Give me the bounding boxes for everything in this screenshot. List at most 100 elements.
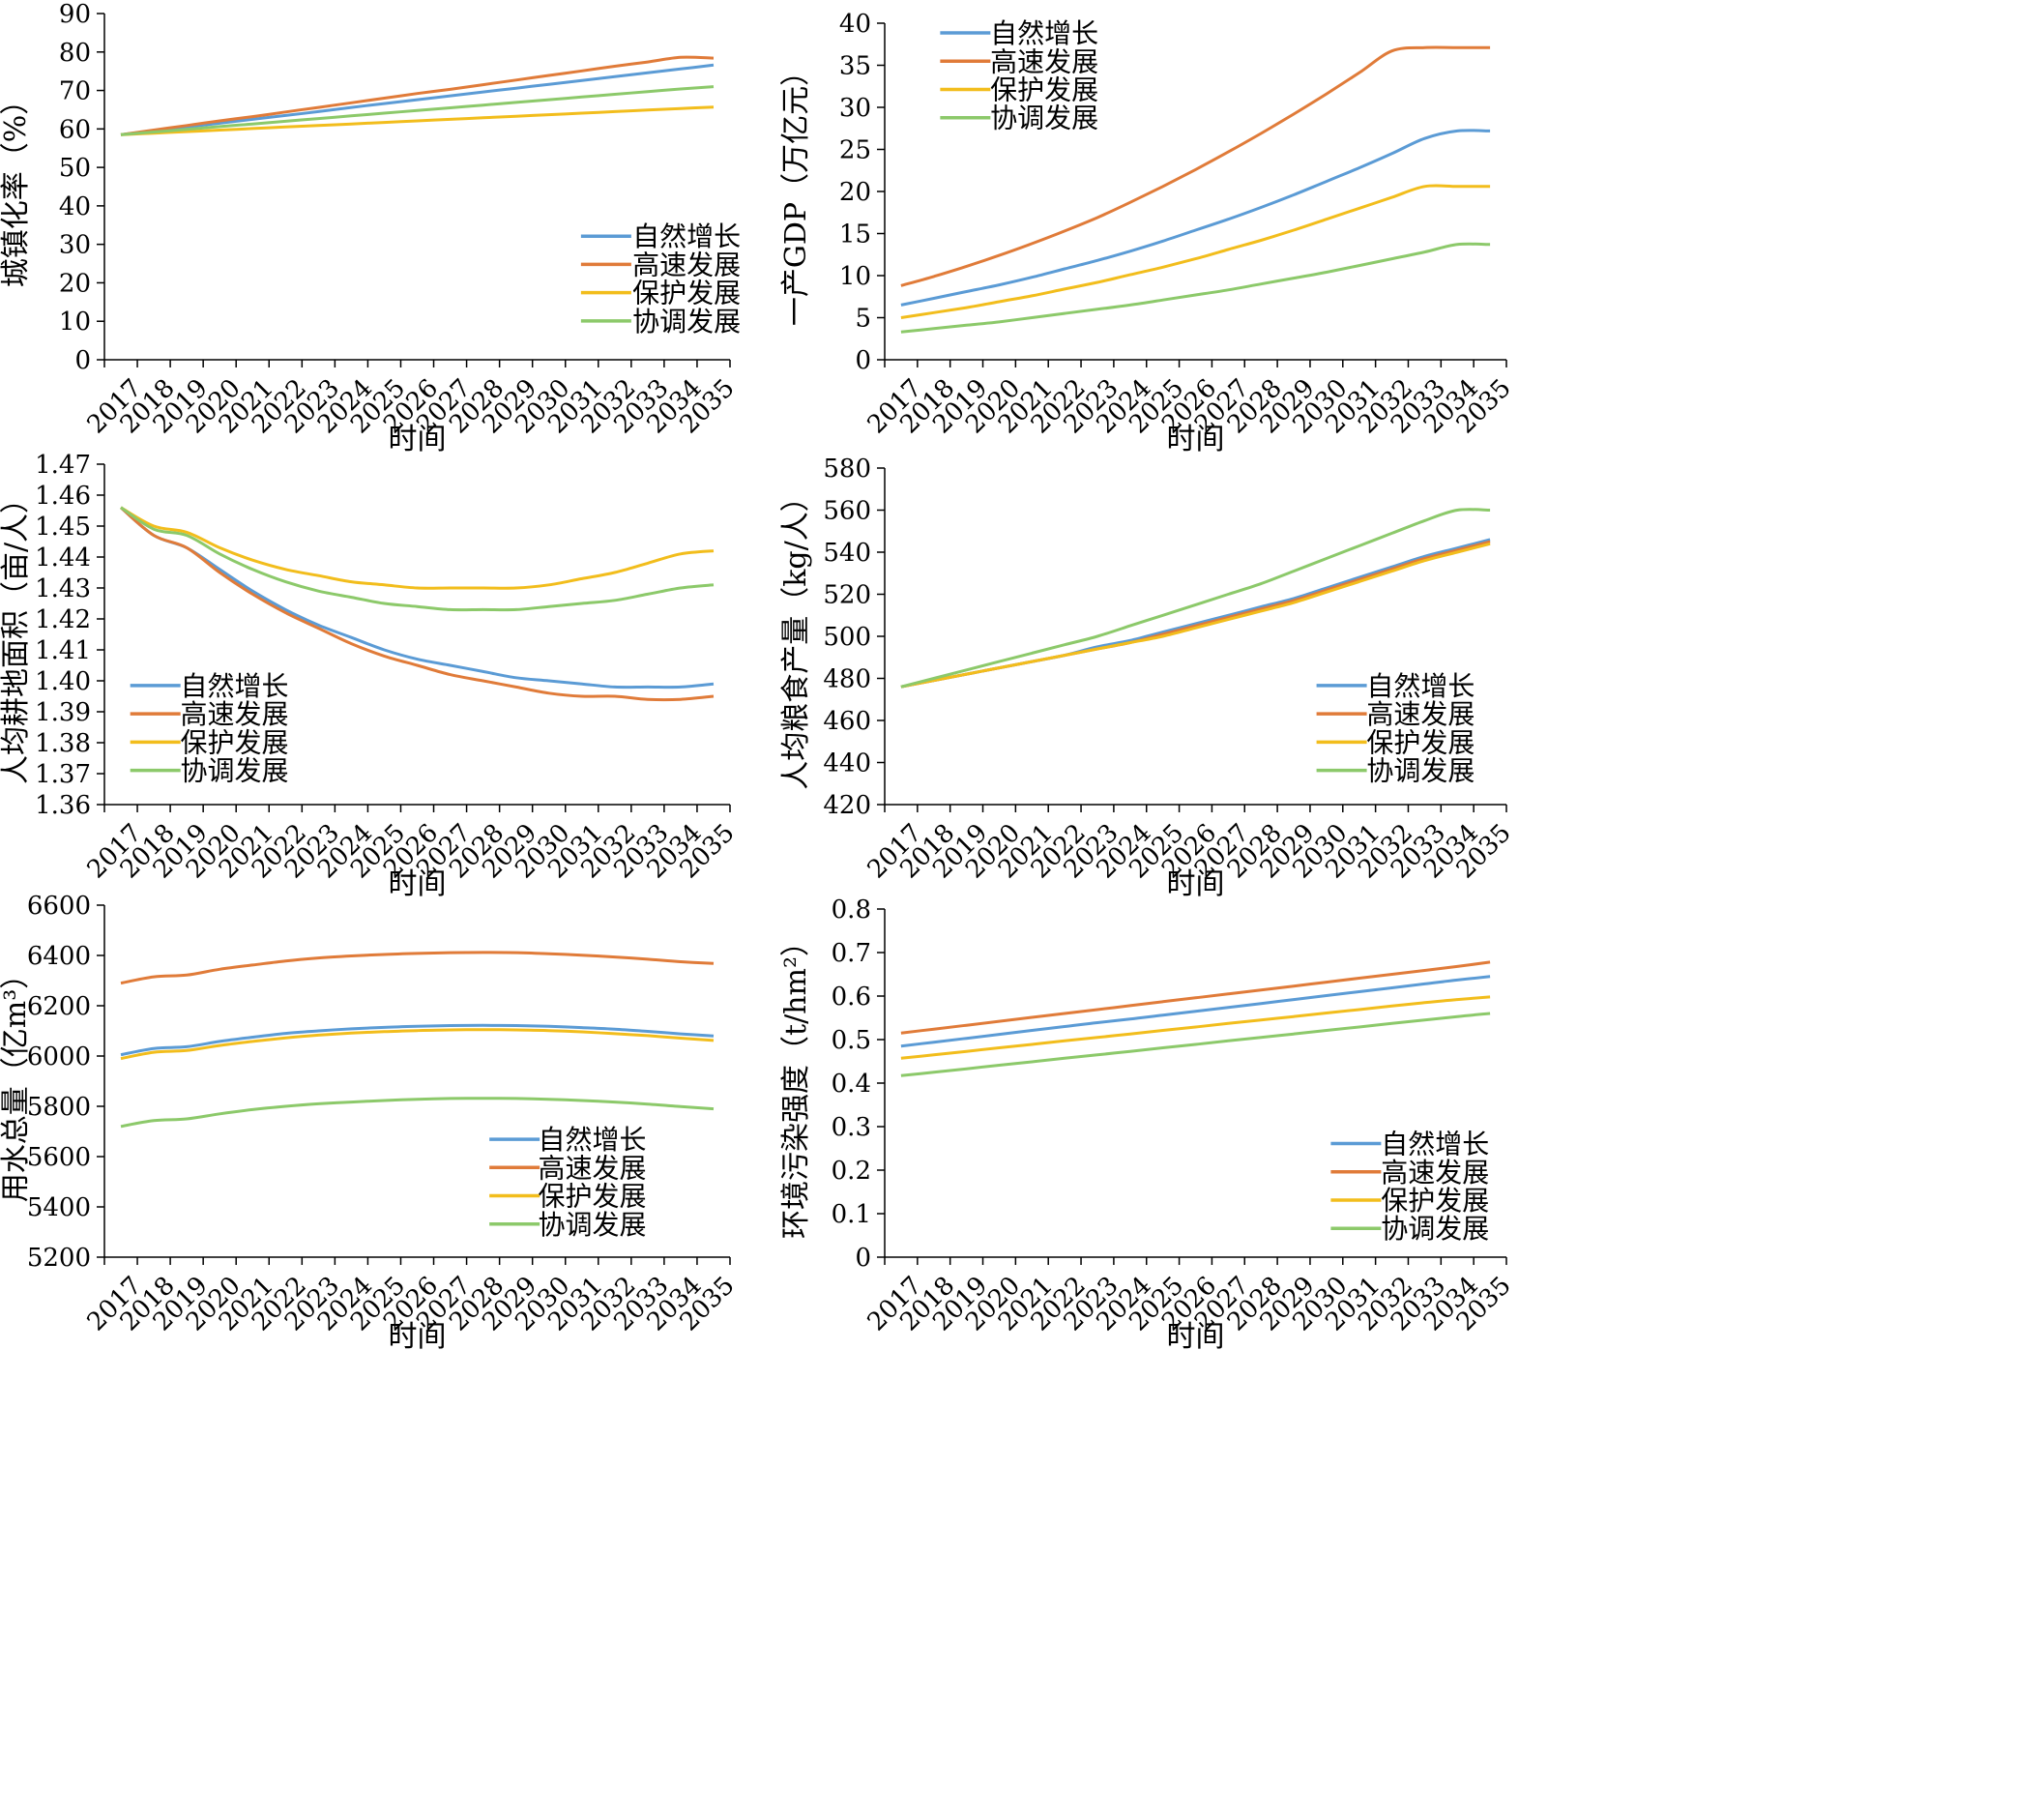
y-tick-label: 20 bbox=[59, 269, 91, 298]
y-tick-label: 30 bbox=[839, 94, 871, 123]
legend-label: 自然增长 bbox=[180, 670, 288, 702]
chart-water_use: 5200540056005800600062006400660020172018… bbox=[0, 892, 741, 1354]
legend-label: 协调发展 bbox=[1366, 755, 1475, 787]
y-tick-label: 20 bbox=[839, 178, 871, 207]
y-tick-label: 50 bbox=[59, 154, 91, 183]
x-axis-title: 时间 bbox=[1167, 867, 1225, 901]
legend-label: 协调发展 bbox=[1381, 1213, 1489, 1245]
y-tick-label: 0.5 bbox=[832, 1026, 871, 1055]
y-tick-label: 6600 bbox=[27, 892, 91, 921]
y-tick-label: 500 bbox=[823, 623, 871, 652]
legend-label: 协调发展 bbox=[538, 1209, 646, 1241]
series-line-保护发展 bbox=[120, 105, 715, 136]
legend-label: 自然增长 bbox=[1366, 670, 1475, 702]
x-axis-title: 时间 bbox=[1167, 1320, 1225, 1354]
y-tick-label: 1.40 bbox=[35, 667, 91, 696]
series-line-自然增长 bbox=[120, 1023, 715, 1057]
y-tick-label: 15 bbox=[839, 220, 871, 250]
legend-label: 保护发展 bbox=[538, 1181, 646, 1213]
y-tick-label: 60 bbox=[59, 115, 91, 144]
y-tick-label: 0.2 bbox=[832, 1157, 871, 1186]
legend-label: 高速发展 bbox=[1381, 1157, 1489, 1189]
y-tick-label: 70 bbox=[59, 77, 91, 106]
legend-label: 保护发展 bbox=[632, 278, 741, 309]
y-tick-label: 0.7 bbox=[832, 939, 871, 968]
y-tick-label: 1.44 bbox=[35, 543, 91, 572]
x-axis-title: 时间 bbox=[389, 1320, 447, 1354]
y-tick-label: 1.46 bbox=[35, 482, 91, 511]
y-tick-label: 0.8 bbox=[832, 895, 871, 925]
series-line-高速发展 bbox=[120, 55, 715, 136]
series-line-保护发展 bbox=[900, 542, 1491, 689]
y-tick-label: 1.43 bbox=[35, 574, 91, 603]
y-tick-label: 90 bbox=[59, 0, 91, 29]
y-tick-label: 1.39 bbox=[35, 698, 91, 727]
chart-grain_per_capita: 4204404604805005205405605802017201820192… bbox=[779, 455, 1517, 901]
y-tick-label: 40 bbox=[839, 10, 871, 39]
y-tick-label: 460 bbox=[823, 707, 871, 736]
legend-label: 保护发展 bbox=[1381, 1185, 1489, 1217]
series-line-协调发展 bbox=[900, 1012, 1491, 1077]
series-line-协调发展 bbox=[120, 506, 715, 612]
y-tick-label: 5200 bbox=[27, 1244, 91, 1273]
y-tick-label: 480 bbox=[823, 665, 871, 694]
legend-label: 高速发展 bbox=[180, 698, 288, 730]
y-tick-label: 30 bbox=[59, 231, 91, 260]
y-tick-label: 10 bbox=[59, 308, 91, 337]
x-axis-title: 时间 bbox=[1167, 423, 1225, 456]
series-line-自然增长 bbox=[900, 975, 1491, 1048]
y-tick-label: 440 bbox=[823, 749, 871, 778]
x-axis-title: 时间 bbox=[389, 423, 447, 456]
series-line-高速发展 bbox=[900, 45, 1491, 287]
y-tick-label: 1.37 bbox=[35, 760, 91, 789]
chart-arable_per_capita: 1.361.371.381.391.401.411.421.431.441.45… bbox=[0, 451, 741, 901]
y-tick-label: 5600 bbox=[27, 1143, 91, 1172]
y-tick-label: 80 bbox=[59, 39, 91, 68]
y-tick-label: 5800 bbox=[27, 1093, 91, 1122]
series-line-保护发展 bbox=[120, 506, 715, 590]
y-tick-label: 5 bbox=[855, 305, 871, 334]
y-tick-label: 0 bbox=[74, 346, 91, 375]
legend-label: 保护发展 bbox=[180, 726, 288, 758]
series-line-协调发展 bbox=[900, 242, 1491, 334]
legend-label: 高速发展 bbox=[990, 45, 1098, 77]
y-axis-title: 人均粮食产量（kg/人） bbox=[779, 483, 813, 790]
series-line-高速发展 bbox=[120, 951, 715, 985]
y-tick-label: 1.45 bbox=[35, 513, 91, 542]
y-tick-label: 6400 bbox=[27, 942, 91, 971]
y-axis-title: 城镇化率（%） bbox=[0, 86, 33, 288]
y-tick-label: 0 bbox=[855, 1244, 871, 1273]
y-tick-label: 560 bbox=[823, 497, 871, 526]
y-tick-label: 1.41 bbox=[35, 636, 91, 665]
y-axis-title: 环境污染强度（t/hm²） bbox=[779, 927, 813, 1239]
y-tick-label: 580 bbox=[823, 455, 871, 484]
y-tick-label: 40 bbox=[59, 192, 91, 221]
y-tick-label: 420 bbox=[823, 791, 871, 820]
y-tick-label: 0.4 bbox=[832, 1070, 871, 1099]
series-line-协调发展 bbox=[120, 1097, 715, 1129]
legend-label: 高速发展 bbox=[538, 1152, 646, 1184]
legend-label: 自然增长 bbox=[1381, 1129, 1489, 1160]
series-line-保护发展 bbox=[900, 184, 1491, 319]
y-tick-label: 1.42 bbox=[35, 605, 91, 634]
y-tick-label: 540 bbox=[823, 539, 871, 568]
y-tick-label: 520 bbox=[823, 581, 871, 610]
series-line-协调发展 bbox=[120, 85, 715, 136]
series-line-协调发展 bbox=[900, 508, 1491, 689]
legend-label: 高速发展 bbox=[632, 249, 741, 280]
y-axis-title: 用水总量（亿m³） bbox=[0, 960, 33, 1202]
series-line-自然增长 bbox=[120, 506, 715, 690]
series-line-保护发展 bbox=[900, 995, 1491, 1060]
legend-label: 协调发展 bbox=[990, 103, 1098, 134]
y-axis-title: 人均耕地面积（亩/人） bbox=[0, 484, 33, 784]
y-tick-label: 1.36 bbox=[35, 791, 91, 820]
chart-urbanization: 0102030405060708090201720182019202020212… bbox=[0, 0, 741, 456]
series-line-高速发展 bbox=[120, 506, 715, 702]
y-tick-label: 10 bbox=[839, 262, 871, 291]
